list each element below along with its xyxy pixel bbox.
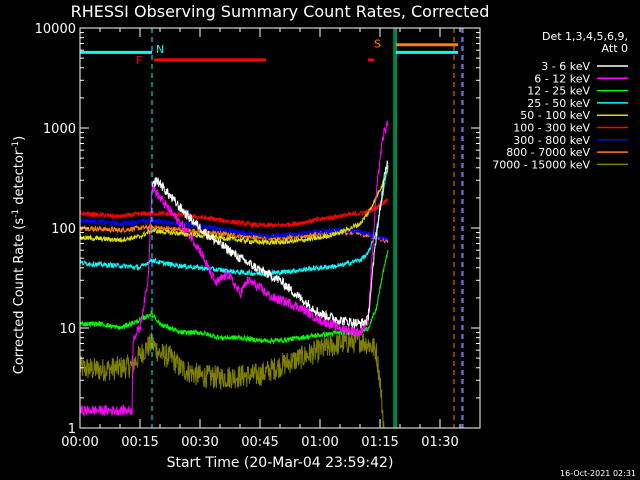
y-axis-label-sup2: -1 xyxy=(11,141,21,150)
series-line-5 xyxy=(80,197,389,229)
legend-label-1: 6 - 12 keV xyxy=(534,72,590,85)
legend-header-line-2: Att 0 xyxy=(602,42,628,55)
plot-area: N F S xyxy=(80,28,464,428)
y-tick-label-4: 10000 xyxy=(35,22,76,37)
series-line-4 xyxy=(80,165,389,246)
timestamp: 16-Oct-2021 02:31 xyxy=(560,469,636,478)
axes: 1 10 100 1000 10000 00:00 00:15 00:30 00:45 01:00… xyxy=(35,22,481,450)
x-tick-label-0: 00:00 xyxy=(61,435,98,450)
legend-label-4: 50 - 100 keV xyxy=(520,109,590,122)
y-axis-label-sup1: -1 xyxy=(11,209,21,218)
x-tick-label-3: 00:45 xyxy=(241,435,278,450)
y-tick-label-0: 1 xyxy=(68,422,76,437)
x-tick-label-4: 01:00 xyxy=(301,435,338,450)
x-tick-label-5: 01:15 xyxy=(361,435,398,450)
series-line-8 xyxy=(80,330,385,428)
legend-label-6: 300 - 800 keV xyxy=(513,134,590,147)
x-tick-label-1: 00:15 xyxy=(121,435,158,450)
y-tick-label-3: 1000 xyxy=(43,122,76,137)
series-line-6 xyxy=(80,217,389,242)
flag-label-s: S xyxy=(374,37,381,50)
series-line-0 xyxy=(151,160,389,330)
y-tick-label-1: 10 xyxy=(59,322,76,337)
x-axis-label: Start Time (20-Mar-04 23:59:42) xyxy=(167,455,394,471)
legend-label-7: 800 - 7000 keV xyxy=(506,146,590,159)
legend-label-3: 25 - 50 keV xyxy=(527,97,590,110)
x-tick-label-6: 01:30 xyxy=(421,435,458,450)
series-line-3 xyxy=(80,164,389,278)
legend-label-5: 100 - 300 keV xyxy=(513,122,590,135)
y-axis-label-main: Corrected Count Rate (s xyxy=(12,218,27,375)
legend-label-2: 12 - 25 keV xyxy=(527,85,590,98)
legend-header-line-1: Det 1,3,4,5,6,9, xyxy=(542,30,628,43)
y-axis-label-end: ) xyxy=(12,136,27,141)
y-axis-label-mid: detector xyxy=(12,149,27,209)
chart-title: RHESSI Observing Summary Count Rates, Co… xyxy=(71,2,490,21)
legend-label-0: 3 - 6 keV xyxy=(541,60,590,73)
flag-label-n: N xyxy=(156,43,164,56)
series-line-1 xyxy=(80,120,389,418)
x-tick-label-2: 00:30 xyxy=(181,435,218,450)
y-axis-label: Corrected Count Rate (s-1 detector-1) xyxy=(11,136,27,374)
flag-label-f: F xyxy=(136,54,142,67)
series-line-2 xyxy=(80,249,389,345)
plot-clip-group: N F S xyxy=(80,28,464,428)
y-tick-label-2: 100 xyxy=(51,222,76,237)
legend-label-8: 7000 - 15000 keV xyxy=(492,158,590,171)
